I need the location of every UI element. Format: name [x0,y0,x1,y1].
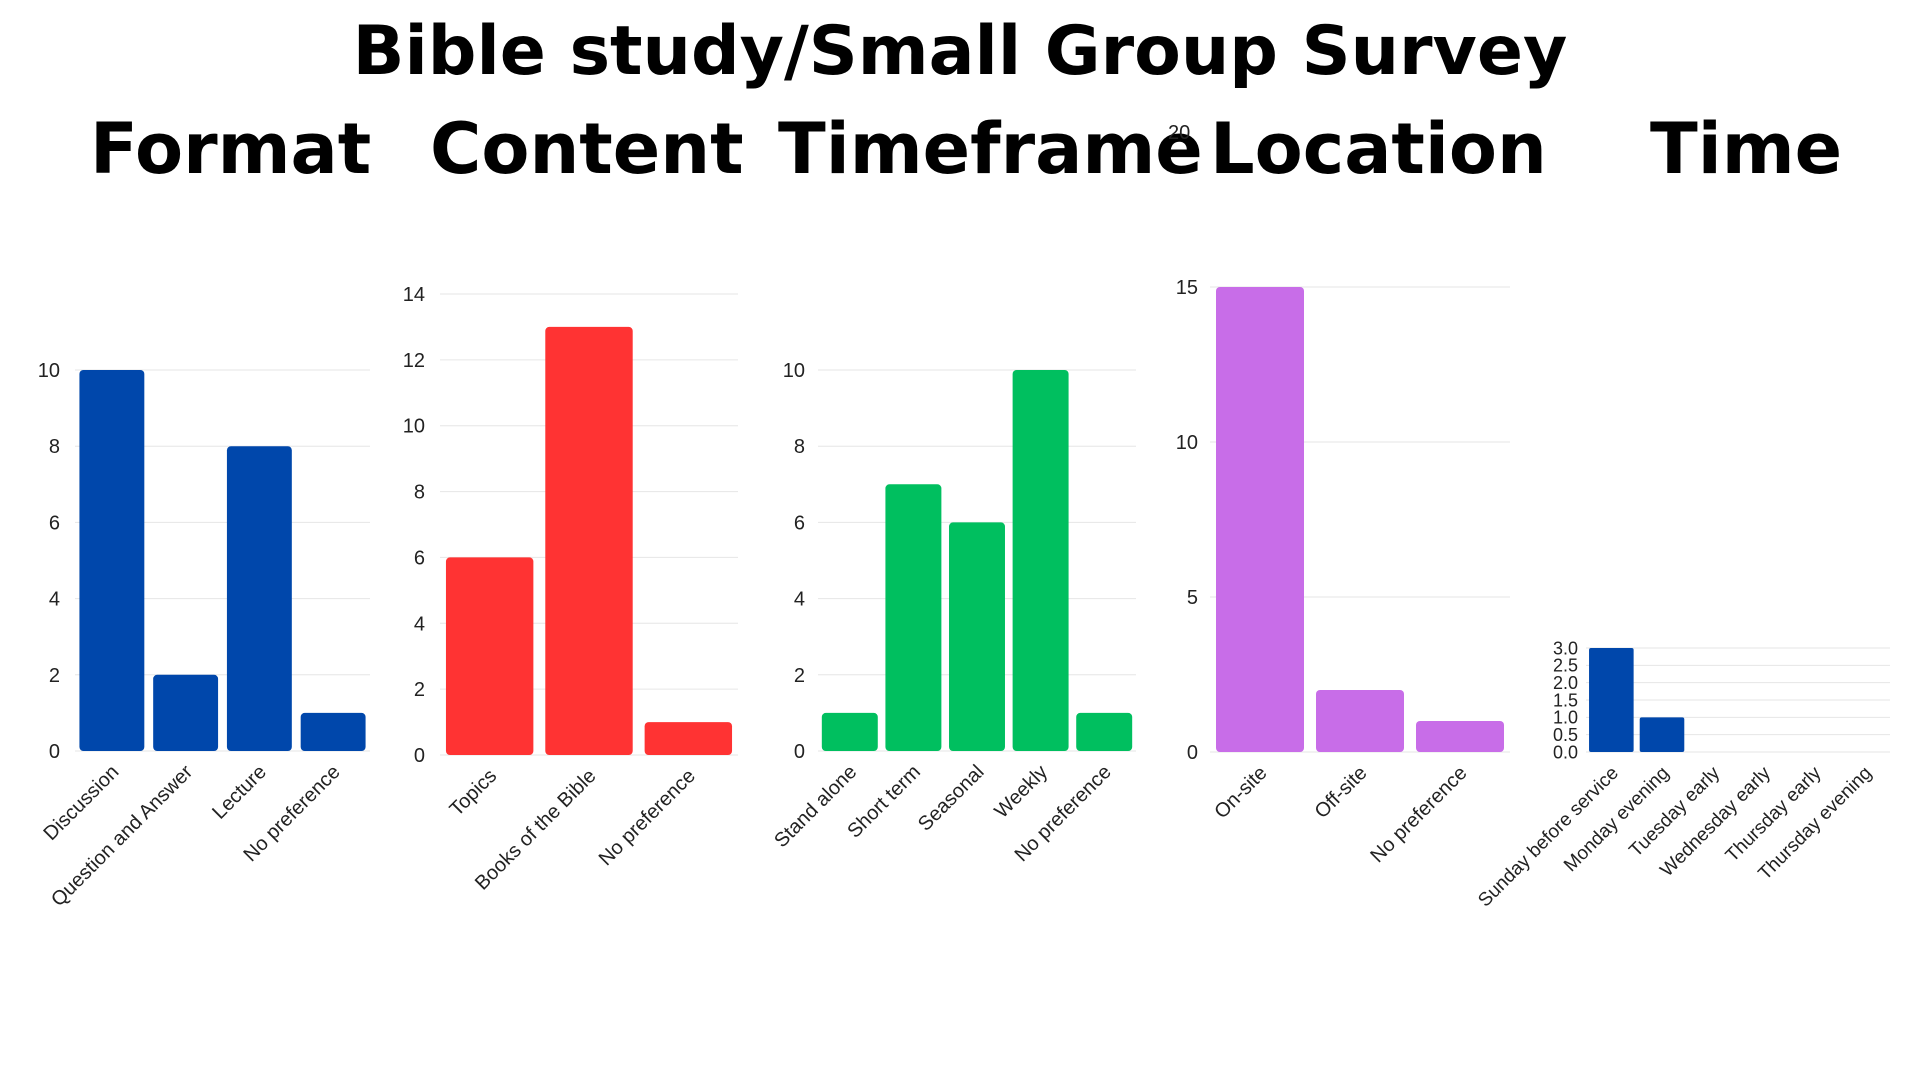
bar [545,326,633,755]
y-tick-label: 3.0 [1553,638,1578,658]
y-tick-label: 2.5 [1553,656,1578,676]
bar [644,722,733,755]
y-tick-label: 10 [38,360,60,382]
bar [1076,712,1133,751]
y-tick-label: 0 [49,741,60,763]
main-title: Bible study/Small Group Survey [352,12,1568,91]
y-tick-label: 15 [1176,277,1198,299]
bar [1639,717,1685,752]
panel-title-content: Content [430,108,744,190]
bar [1589,648,1634,752]
y-tick-label: 0.5 [1553,725,1578,745]
category-label: Off-site [1311,762,1372,823]
y-tick-label: 4 [414,613,425,635]
y-tick-label: 8 [414,482,425,504]
bar [79,370,145,751]
y-tick-label: 0.0 [1553,742,1578,762]
y-tick-label: 2.0 [1553,673,1578,693]
category-label: Seasonal [914,761,989,836]
bar [226,446,292,751]
y-tick-label: 8 [49,436,60,458]
y-tick-label: 1.0 [1553,708,1578,728]
panel-title-location: Location [1210,108,1547,190]
y-tick-label: 4 [794,589,805,611]
y-tick-label: 6 [49,512,60,534]
y-tick-label: 5 [1187,587,1198,609]
category-label: Lecture [208,761,271,824]
bar [1012,370,1069,751]
bar [885,484,942,751]
y-tick-label: 4 [49,589,60,611]
y-tick-label: 8 [794,436,805,458]
category-label: Question and Answer [47,761,197,911]
y-tick-label: 6 [794,512,805,534]
category-label: Topics [446,765,502,821]
y-tick-label: 6 [414,547,425,569]
bar [153,674,219,751]
y-tick-label: 14 [403,284,425,306]
category-label: No preference [595,765,700,870]
y-tick-label: 2 [794,665,805,687]
category-label: Stand alone [770,761,861,852]
bar [300,712,366,751]
category-label: Weekly [990,761,1052,823]
y-tick-label: 2 [414,679,425,701]
y-tick-label: 10 [783,360,805,382]
bar [1316,690,1404,752]
y-tick-label: 2 [49,665,60,687]
y-tick-label: 12 [403,350,425,372]
panel-title-timeframe: Timeframe [778,108,1203,190]
bar [821,712,878,751]
y-tick-label: 1.5 [1553,690,1578,710]
bar [949,522,1005,751]
panel-title-format: Format [90,108,372,190]
y-tick-label: 10 [403,416,425,438]
bar [445,557,534,755]
panel-title-time: Time [1650,108,1843,190]
bar [1416,721,1504,752]
y-tick-label: 0 [414,745,425,767]
stray-tick-label: 20 [1168,122,1191,144]
y-tick-label: 10 [1176,432,1198,454]
y-tick-label: 0 [794,741,805,763]
bar [1216,287,1304,752]
y-tick-label: 0 [1187,742,1198,764]
category-label: No preference [1366,762,1471,867]
category-label: On-site [1210,762,1271,823]
